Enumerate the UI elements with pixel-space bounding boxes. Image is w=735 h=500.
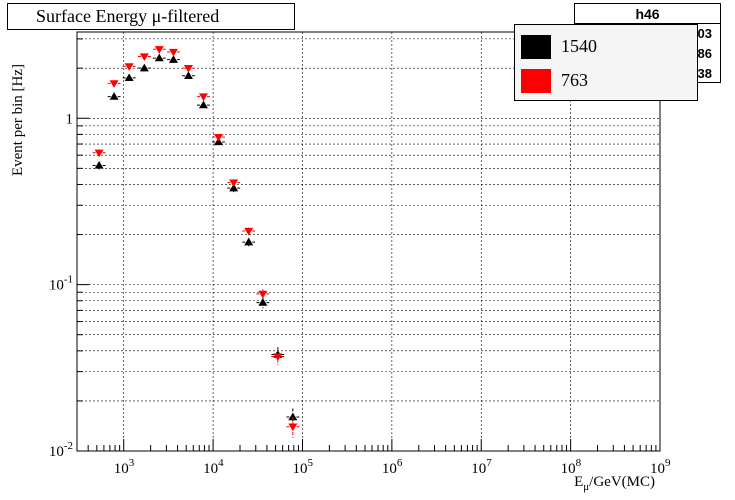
data-point-1540 <box>107 92 121 100</box>
marker-triangle-up <box>244 237 254 246</box>
title-box: Surface Energy μ-filtered <box>7 3 295 30</box>
marker-triangle-down <box>154 46 164 54</box>
marker-triangle-up <box>183 71 193 79</box>
marker-triangle-up <box>288 412 298 421</box>
data-point-1540 <box>182 71 195 79</box>
marker-triangle-down <box>258 290 268 299</box>
data-point-763 <box>286 417 300 438</box>
legend-swatch-1540 <box>521 35 551 59</box>
marker-triangle-down <box>183 65 193 73</box>
marker-triangle-down <box>229 179 239 188</box>
data-point-763 <box>107 80 121 88</box>
legend-label-763: 763 <box>561 70 588 90</box>
marker-triangle-down <box>214 133 224 142</box>
data-point-1540 <box>167 55 180 63</box>
x-tick-label: 108 <box>561 457 582 477</box>
axis-ticks <box>76 38 661 452</box>
x-tick-label: 107 <box>471 457 492 477</box>
legend-entry-763: 763 <box>515 64 697 98</box>
tick-labels: 103 104 105 106 107 108 109 10-2 10-1 1 <box>49 111 671 477</box>
marker-triangle-down <box>244 227 254 236</box>
marker-triangle-down <box>124 63 134 71</box>
x-tick-label: 109 <box>650 457 671 477</box>
marker-triangle-down <box>198 93 208 102</box>
marker-triangle-down <box>168 48 178 57</box>
y-tick-label: 10-1 <box>49 274 73 294</box>
data-point-763 <box>197 93 210 102</box>
data-point-763 <box>122 63 136 71</box>
data-point-763 <box>256 289 270 299</box>
data-point-763 <box>182 65 195 73</box>
data-point-763 <box>152 46 166 54</box>
y-tick-label: 1 <box>66 111 74 127</box>
data-point-763 <box>227 179 241 188</box>
data-marks <box>92 46 300 438</box>
x-tick-label: 103 <box>114 457 135 477</box>
stats-divider <box>575 23 720 24</box>
data-point-763 <box>242 227 256 236</box>
stats-value-1: 03 <box>697 26 712 41</box>
x-tick-label: 106 <box>382 457 403 477</box>
marker-triangle-up <box>154 53 164 62</box>
marker-triangle-up <box>139 63 149 72</box>
stats-value-3: 38 <box>697 66 712 81</box>
data-point-1540 <box>256 297 270 309</box>
stats-name: h46 <box>635 6 660 22</box>
x-tick-label: 104 <box>203 457 224 477</box>
y-axis-label: Event per bin [Hz] <box>10 64 26 176</box>
legend-entry-1540: 1540 <box>515 30 697 64</box>
marker-triangle-up <box>258 298 268 306</box>
data-point-1540 <box>152 53 166 62</box>
data-point-1540 <box>92 161 106 170</box>
data-point-763 <box>212 133 225 142</box>
legend-label-1540: 1540 <box>561 36 597 56</box>
data-point-1540 <box>197 100 210 109</box>
data-point-763 <box>137 53 151 62</box>
marker-triangle-up <box>109 92 119 100</box>
marker-triangle-down <box>109 80 119 88</box>
legend: 1540 763 <box>514 24 698 101</box>
data-point-763 <box>92 149 106 158</box>
grid-lines <box>77 32 661 452</box>
marker-triangle-down <box>273 353 283 361</box>
marker-triangle-down <box>139 53 149 62</box>
plot-frame <box>76 31 661 452</box>
data-point-1540 <box>137 63 151 72</box>
data-point-763 <box>271 349 285 365</box>
marker-triangle-up <box>168 55 178 63</box>
marker-triangle-down <box>94 149 104 158</box>
data-point-763 <box>167 48 180 57</box>
marker-triangle-up <box>198 100 208 109</box>
marker-triangle-down <box>288 423 298 432</box>
legend-swatch-763 <box>521 69 551 93</box>
chart-title: Surface Energy μ-filtered <box>36 6 220 26</box>
x-tick-label: 105 <box>292 457 313 477</box>
stats-value-2: 86 <box>697 46 712 61</box>
data-point-1540 <box>122 73 136 81</box>
x-axis-label: Eμ/GeV(MC) <box>574 474 655 493</box>
marker-triangle-up <box>94 161 104 169</box>
data-point-1540 <box>242 237 256 247</box>
marker-triangle-up <box>124 73 134 81</box>
y-tick-label: 10-2 <box>49 440 73 460</box>
marker-triangle-up <box>229 183 239 192</box>
